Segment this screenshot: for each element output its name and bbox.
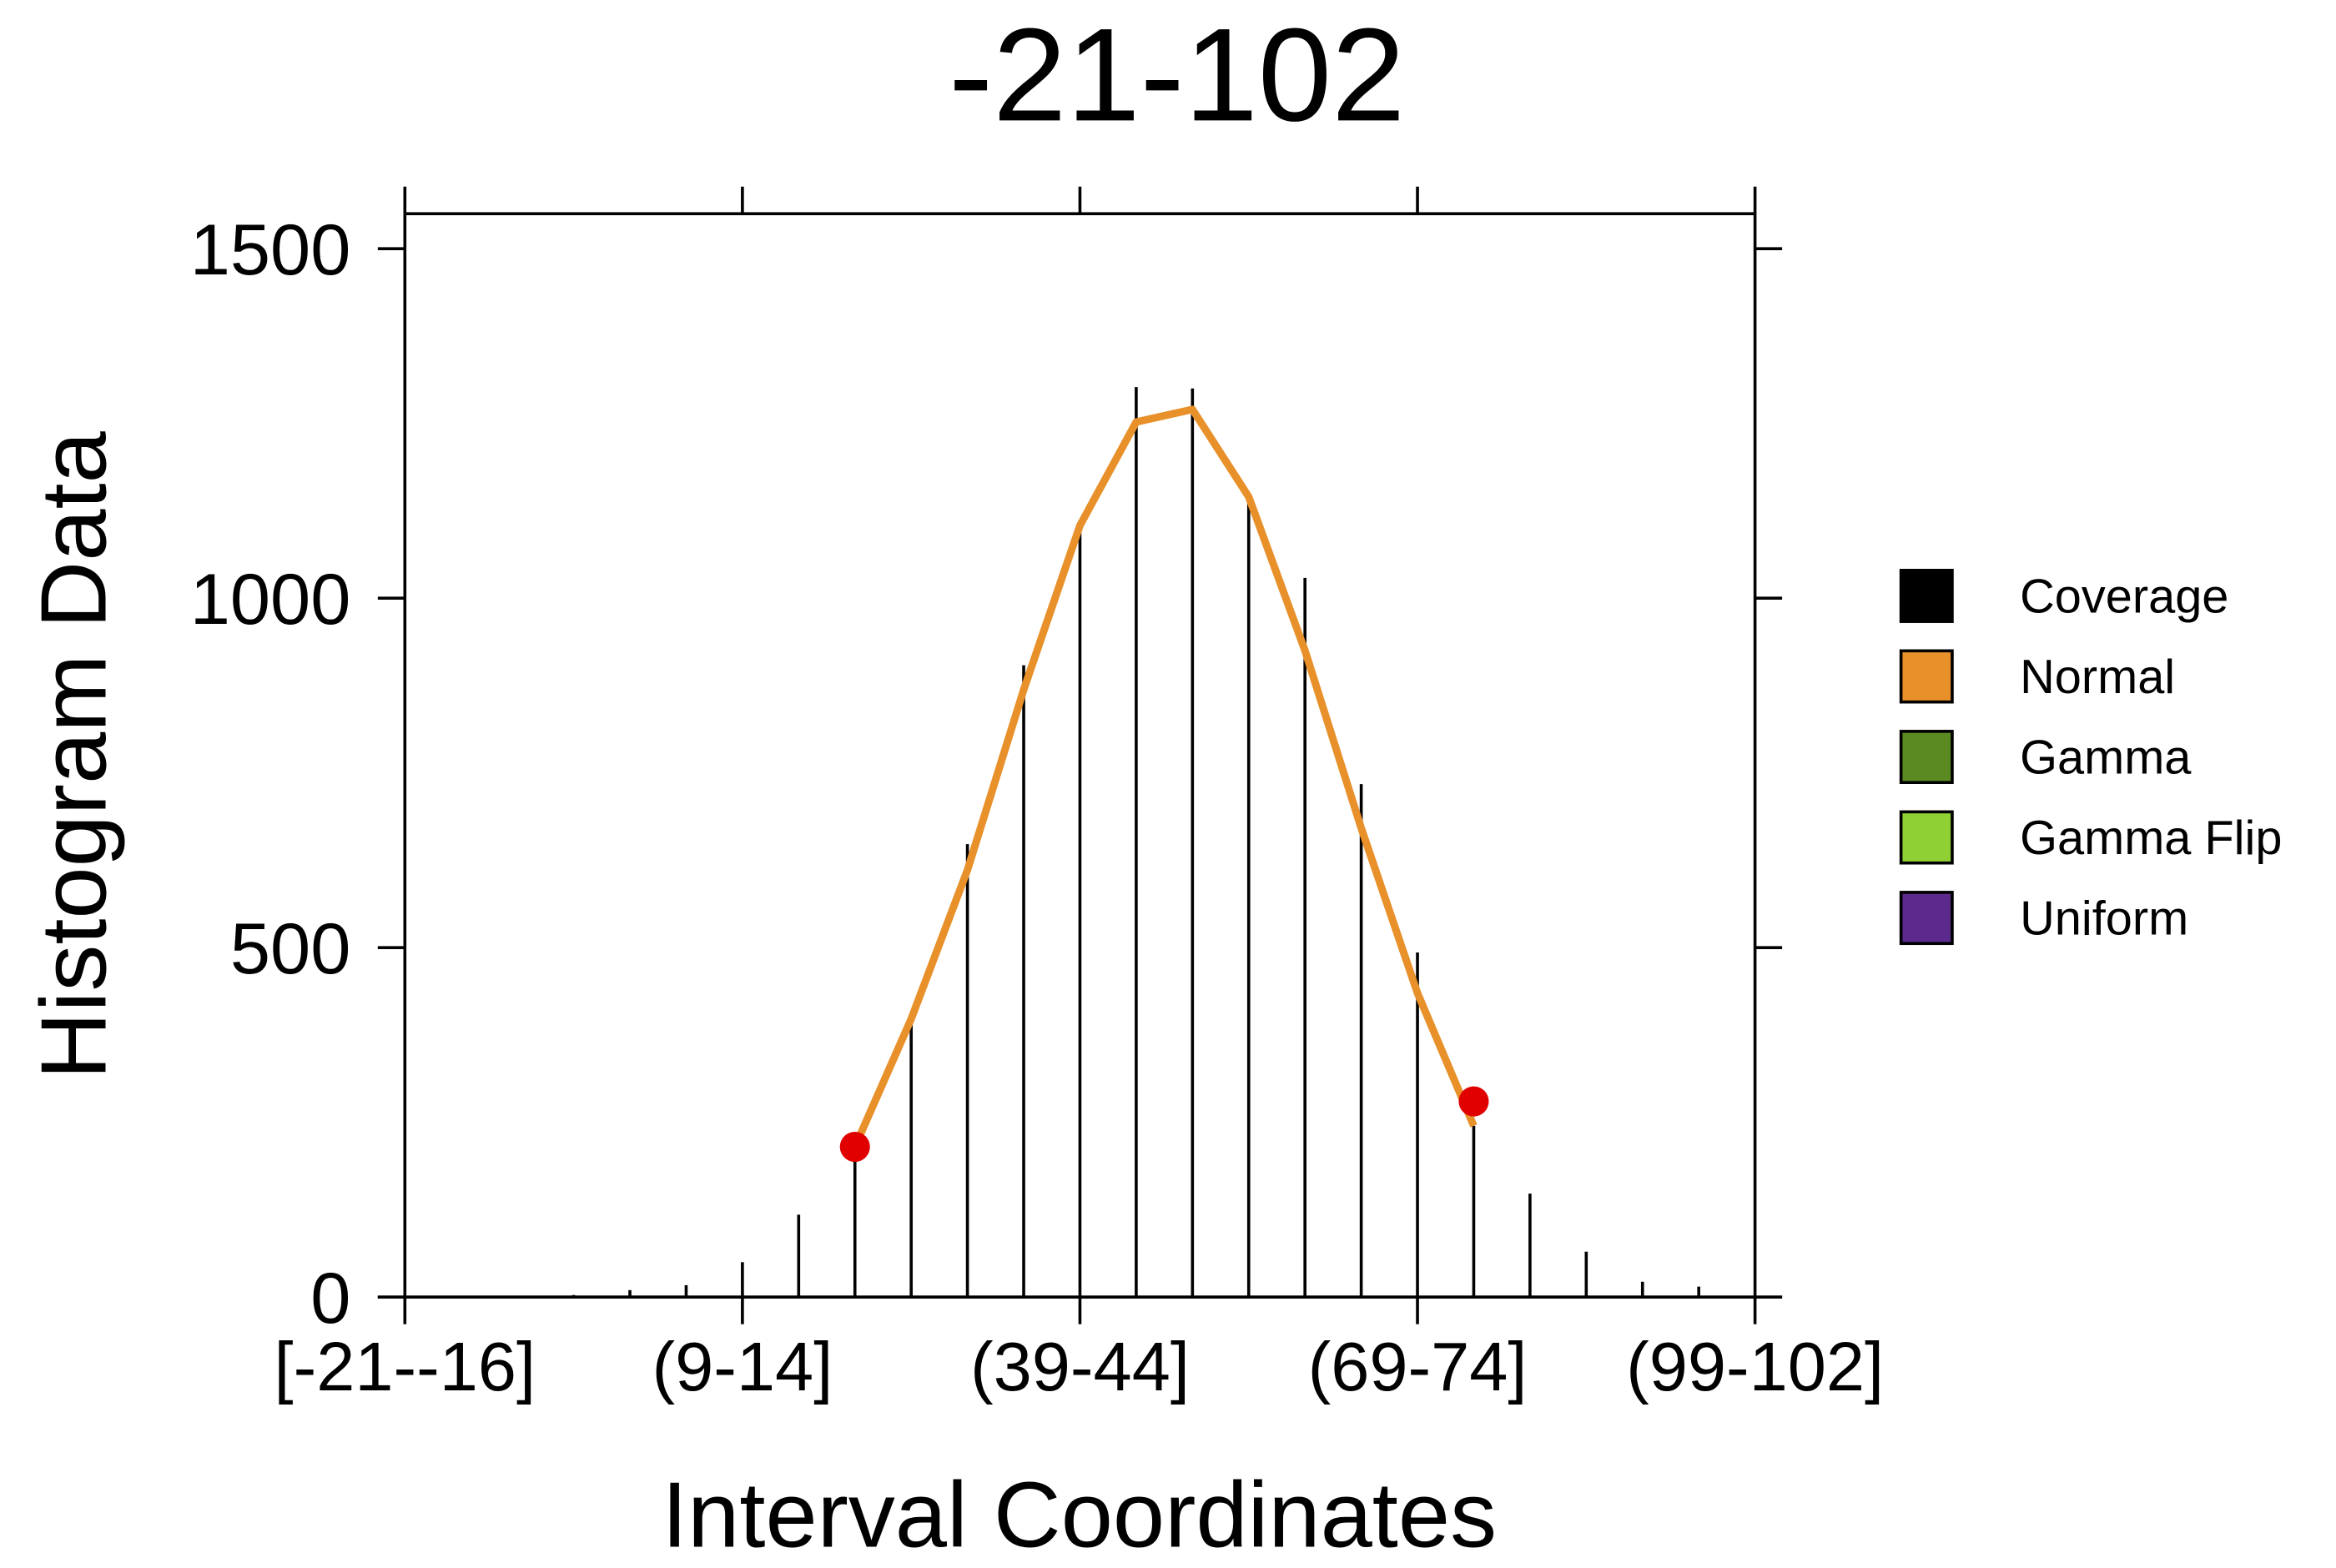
legend-label: Coverage	[2020, 570, 2228, 623]
legend-swatch	[1899, 649, 1954, 704]
x-axis-title: Interval Coordinates	[662, 1463, 1497, 1567]
legend-label: Gamma	[2020, 731, 2192, 784]
highlight-point	[839, 1131, 870, 1163]
x-tick-label: (39-44]	[970, 1328, 1190, 1405]
x-tick-label: [-21--16]	[274, 1328, 536, 1405]
x-tick-label: (69-74]	[1308, 1328, 1528, 1405]
y-tick-label: 1500	[190, 210, 351, 290]
legend-swatch	[1899, 569, 1954, 623]
y-tick-label: 0	[310, 1259, 350, 1339]
x-tick-label: (9-14]	[652, 1328, 833, 1405]
legend-label: Gamma Flip	[2020, 812, 2282, 865]
y-tick-label: 1000	[190, 560, 351, 640]
x-tick-label: (99-102]	[1626, 1328, 1884, 1405]
legend-swatch	[1899, 730, 1954, 785]
legend-label: Normal	[2020, 651, 2175, 704]
highlight-point	[1458, 1086, 1489, 1117]
legend-label: Uniform	[2020, 892, 2188, 945]
chart-title: -21-102	[949, 0, 1405, 148]
y-axis-title: Histogram Data	[21, 430, 125, 1079]
y-tick-label: 500	[230, 909, 350, 989]
legend-swatch	[1899, 810, 1954, 865]
series-line	[851, 405, 1478, 1148]
legend-swatch	[1899, 891, 1954, 946]
